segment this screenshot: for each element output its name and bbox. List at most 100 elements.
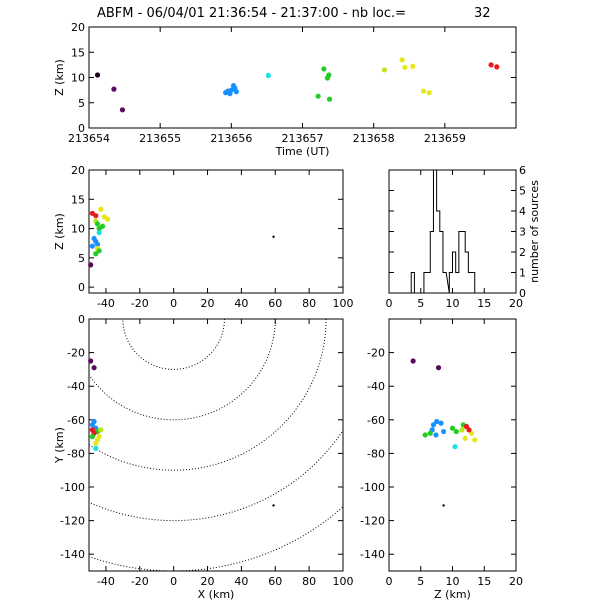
z-histogram-xtick-label: 20 [509, 297, 523, 310]
x-y-points [88, 358, 275, 507]
x-z-point [98, 206, 104, 212]
x-y-point [98, 427, 104, 433]
z-y-point [449, 425, 456, 431]
z-y-ytick-label: -60 [367, 414, 385, 427]
time-height-point [420, 88, 427, 94]
z-y-ytick-label: -120 [360, 515, 385, 528]
x-z-frame [88, 169, 344, 294]
x-z-xtick-label: -40 [97, 297, 115, 310]
x-z-point [96, 230, 102, 236]
z-histogram-xtick-label: 15 [477, 297, 491, 310]
time-height-xtick-label: 213655 [139, 132, 181, 145]
z-y-axes: 0 5 10 15 20 -140 -120 -100 -80 -60 -40 -20 Z (km) [360, 318, 523, 600]
z-y-point [453, 428, 459, 435]
x-z-xtick-label: -20 [131, 297, 149, 310]
z-y-frame [388, 318, 517, 572]
time-height-ylabel: Z (km) [53, 59, 66, 96]
x-y-point [89, 422, 95, 428]
x-y-frame [88, 318, 344, 572]
x-y-xtick-label: -40 [97, 575, 115, 588]
range-rings [89, 319, 343, 571]
z-y-ytick-label: -100 [360, 481, 385, 494]
x-y-point [91, 365, 97, 371]
figure-title: ABFM - 06/04/01 21:36:54 - 21:37:00 - nb… [97, 6, 406, 21]
x-z-points [88, 206, 275, 268]
x-z-xtick-label: 60 [268, 297, 282, 310]
z-y-point [435, 365, 442, 371]
time-height-ytick-label: 5 [78, 97, 85, 110]
x-z-xtick-label: 40 [234, 297, 248, 310]
x-z-axes: -40 -20 0 20 40 60 80 100 0 5 10 15 20 Z (km) [53, 164, 354, 310]
x-y-ytick-label: -120 [60, 515, 85, 528]
x-y-ytick-label: -20 [67, 347, 85, 360]
z-y-xlabel: Z (km) [434, 588, 471, 600]
time-height-point [119, 107, 126, 113]
x-z-point [94, 221, 101, 227]
x-y-ytick-label: 0 [78, 313, 85, 326]
time-height-xtick-label: 213659 [424, 132, 466, 145]
z-y-xtick-label: 5 [417, 575, 424, 588]
x-z-xtick-label: 20 [201, 297, 215, 310]
z-y-xtick-label: 20 [509, 575, 523, 588]
time-height-xtick-label: 213654 [68, 132, 110, 145]
time-height-axes: 213654 213655 213656 213657 213658 213659 0 5 10… [53, 21, 517, 158]
z-y-point [442, 504, 445, 507]
time-height-ytick-label: 0 [78, 122, 85, 135]
x-y-ylabel: Y (km) [53, 427, 66, 464]
time-height-point [410, 63, 416, 69]
time-height-point [326, 72, 332, 78]
x-z-xtick-label: 0 [170, 297, 177, 310]
z-y-point [441, 428, 447, 435]
x-y-xtick-label: 40 [234, 575, 248, 588]
x-z-xtick-label: 100 [333, 297, 354, 310]
x-z-ytick-label: 5 [78, 252, 85, 265]
z-y-xtick-label: 15 [477, 575, 491, 588]
x-z-point [105, 216, 111, 222]
x-y-xtick-label: -20 [131, 575, 149, 588]
time-height-point [315, 93, 321, 99]
z-y-point [427, 430, 433, 436]
x-y-xtick-label: 0 [170, 575, 177, 588]
x-y-ytick-label: -40 [67, 380, 85, 393]
z-histogram-ytick-label: 1 [519, 267, 526, 280]
z-histogram-frame [388, 169, 517, 294]
z-histogram-ylabel: number of sources [528, 180, 541, 283]
time-height-ytick-label: 15 [71, 46, 85, 59]
z-histogram-ytick-label: 3 [519, 226, 526, 239]
x-z-ytick-label: 15 [71, 193, 85, 206]
z-histogram-ytick-label: 2 [519, 246, 526, 259]
time-height-point [94, 72, 101, 78]
x-z-ytick-label: 10 [71, 223, 85, 236]
z-histogram-xtick-label: 0 [386, 297, 393, 310]
x-y-xtick-label: 80 [302, 575, 316, 588]
z-y-point [466, 427, 472, 433]
z-y-xtick-label: 10 [446, 575, 460, 588]
x-z-ytick-label: 0 [78, 281, 85, 294]
z-y-point [462, 435, 468, 441]
time-height-xtick-label: 213658 [353, 132, 395, 145]
x-z-point [94, 241, 101, 247]
x-z-point [93, 251, 99, 257]
time-height-xtick-label: 213656 [210, 132, 252, 145]
x-y-axes: -40 -20 0 20 40 60 80 100 -140 -120 -100 -80 -60 -40 -… [53, 313, 354, 600]
z-y-point [438, 420, 444, 426]
time-height-point [381, 67, 387, 73]
time-height-frame [88, 26, 517, 129]
x-y-point [93, 440, 99, 446]
x-y-xlabel: X (km) [198, 588, 235, 600]
time-height-points [94, 57, 500, 113]
z-histogram-ytick-label: 4 [519, 205, 526, 218]
x-y-point [272, 504, 275, 507]
x-z-point [89, 243, 95, 249]
time-height-xlabel: Time (UT) [275, 145, 330, 158]
x-y-ytick-label: -140 [60, 548, 85, 561]
x-z-xtick-label: 80 [302, 297, 316, 310]
x-y-ytick-label: -100 [60, 481, 85, 494]
time-height-point [402, 64, 408, 70]
time-height-point [426, 90, 432, 96]
x-y-point [88, 358, 94, 364]
x-y-ytick-label: -80 [67, 447, 85, 460]
x-y-xtick-label: 100 [333, 575, 354, 588]
plots: 213654 213655 213656 213657 213658 2136590510… [53, 21, 541, 600]
